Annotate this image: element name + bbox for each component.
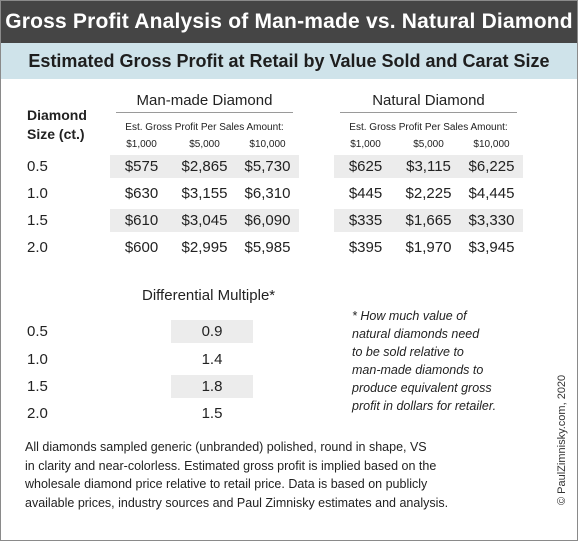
- profit-value: $6,225: [468, 158, 515, 175]
- profit-value: $630: [124, 185, 159, 202]
- profit-value: $5,985: [244, 239, 291, 256]
- amount-header: $5,000: [413, 139, 444, 150]
- differential-value: 1.4: [201, 351, 223, 368]
- profit-value: $3,155: [181, 185, 228, 202]
- group-subheader: Est. Gross Profit Per Sales Amount:: [349, 122, 508, 133]
- footer-line: All diamonds sampled generic (unbranded)…: [25, 440, 427, 454]
- group-title: Man-made Diamond: [136, 92, 273, 109]
- profit-value: $6,310: [244, 185, 291, 202]
- page-title: Gross Profit Analysis of Man-made vs. Na…: [1, 1, 577, 43]
- amount-header: $1,000: [126, 139, 157, 150]
- group-underline: [116, 112, 293, 113]
- profit-value: $4,445: [468, 185, 515, 202]
- profit-value: $575: [124, 158, 159, 175]
- profit-value: $2,865: [181, 158, 228, 175]
- note-line: produce equivalent gross: [352, 381, 492, 395]
- differential-title: Differential Multiple*: [142, 287, 276, 304]
- size-column-header: Diamond Size (ct.): [27, 106, 87, 144]
- differential-value: 1.5: [201, 405, 223, 422]
- row-shading: [110, 155, 299, 178]
- footer-line: wholesale diamond price relative to reta…: [25, 477, 428, 491]
- footnote-explanation: * How much value of natural diamonds nee…: [352, 307, 532, 415]
- note-line: * How much value of: [352, 309, 467, 323]
- methodology-footer: All diamonds sampled generic (unbranded)…: [25, 438, 545, 512]
- differential-value: 0.9: [171, 320, 253, 343]
- profit-value: $5,730: [244, 158, 291, 175]
- row-size-label: 1.0: [27, 185, 48, 202]
- size-header-line-1: Diamond: [27, 107, 87, 123]
- note-line: to be sold relative to: [352, 345, 464, 359]
- profit-value: $2,995: [181, 239, 228, 256]
- row-size-label: 2.0: [27, 239, 48, 256]
- profit-value: $2,225: [405, 185, 452, 202]
- group-title: Natural Diamond: [372, 92, 485, 109]
- note-line: natural diamonds need: [352, 327, 480, 341]
- profit-value: $600: [124, 239, 159, 256]
- group-subheader: Est. Gross Profit Per Sales Amount:: [125, 122, 284, 133]
- footer-line: available prices, industry sources and P…: [25, 495, 449, 510]
- row-size-label: 0.5: [27, 158, 48, 175]
- amount-header: $5,000: [189, 139, 220, 150]
- profit-value: $3,330: [468, 212, 515, 229]
- row-shading: [334, 209, 523, 232]
- footer-line: in clarity and near-colorless. Estimated…: [25, 458, 437, 473]
- amount-header: $10,000: [249, 139, 286, 150]
- profit-value: $625: [348, 158, 383, 175]
- amount-header: $10,000: [473, 139, 510, 150]
- profit-value: $335: [348, 212, 383, 229]
- differential-size-label: 1.5: [27, 378, 48, 395]
- group-underline: [340, 112, 517, 113]
- page-subtitle: Estimated Gross Profit at Retail by Valu…: [1, 43, 577, 79]
- size-header-line-2: Size (ct.): [27, 126, 85, 142]
- row-shading: [110, 209, 299, 232]
- differential-size-label: 2.0: [27, 405, 48, 422]
- profit-value: $610: [124, 212, 159, 229]
- differential-size-label: 0.5: [27, 323, 48, 340]
- profit-value: $1,665: [405, 212, 452, 229]
- profit-value: $3,045: [181, 212, 228, 229]
- copyright-notice: © PaulZimnisky.com, 2020: [556, 374, 568, 505]
- row-shading: [334, 155, 523, 178]
- profit-value: $3,945: [468, 239, 515, 256]
- profit-value: $1,970: [405, 239, 452, 256]
- amount-header: $1,000: [350, 139, 381, 150]
- note-line: man-made diamonds to: [352, 363, 484, 377]
- note-line: profit in dollars for retailer.: [352, 399, 497, 413]
- profit-value: $3,115: [406, 158, 451, 175]
- differential-size-label: 1.0: [27, 351, 48, 368]
- profit-value: $445: [348, 185, 383, 202]
- profit-value: $395: [348, 239, 383, 256]
- row-size-label: 1.5: [27, 212, 48, 229]
- profit-value: $6,090: [244, 212, 291, 229]
- differential-value: 1.8: [171, 375, 253, 398]
